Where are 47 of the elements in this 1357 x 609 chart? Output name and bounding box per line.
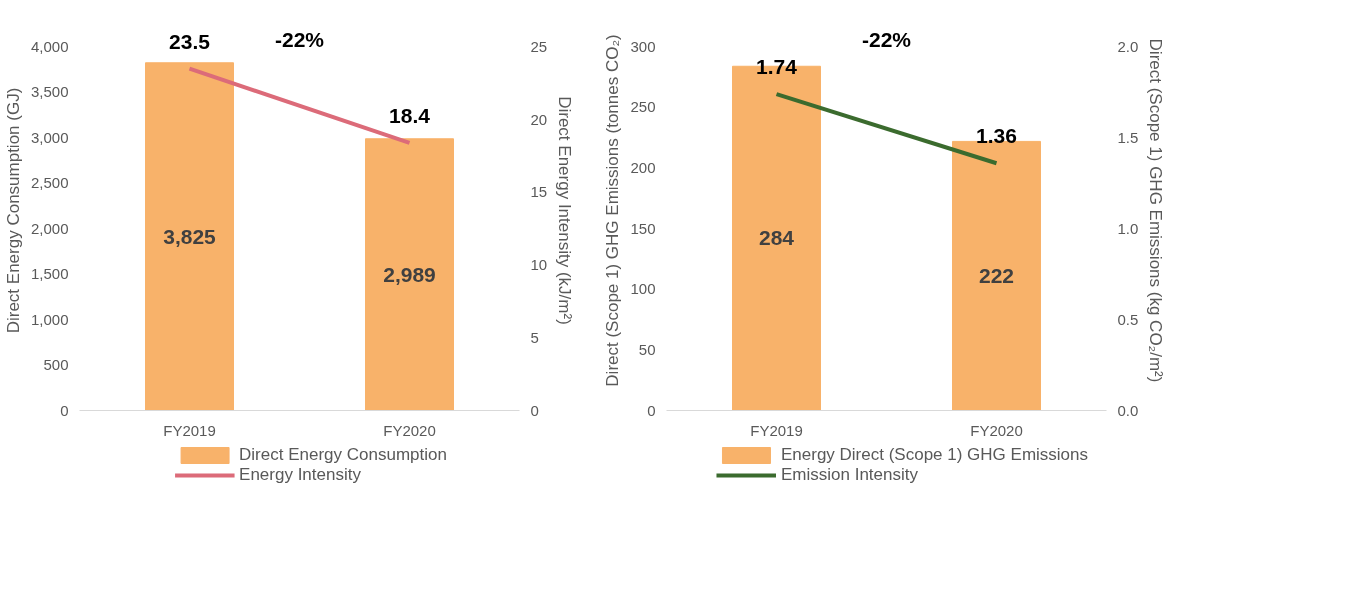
y2-tick-label: 2.0 — [1117, 37, 1139, 55]
y2-tick-label: 10 — [530, 256, 548, 274]
x-tick-label: FY2019 — [163, 421, 216, 439]
x-tick-label: FY2020 — [383, 421, 436, 439]
y2-axis-title: Direct Energy Intensity (kJ/m²) — [555, 96, 575, 325]
data-label: 3,825 — [163, 224, 217, 248]
y-tick-label: 2,500 — [30, 174, 69, 192]
y-tick-label: 3,500 — [30, 83, 69, 101]
y2-tick-label: 1.0 — [1117, 219, 1139, 237]
data-label: 222 — [978, 263, 1015, 287]
y-tick-label: 50 — [638, 340, 656, 358]
data-label: 23.5 — [169, 29, 211, 53]
y2-axis-title: Direct (Scope 1) GHG Emissions (kg CO₂/m²) — [1146, 38, 1166, 383]
data-label: 284 — [758, 226, 795, 250]
y2-tick-label: 0 — [530, 401, 539, 419]
x-tick-label: FY2020 — [970, 421, 1023, 439]
y-tick-label: 3,000 — [30, 128, 69, 146]
y2-tick-label: 5 — [530, 328, 539, 346]
y2-tick-label: 1.5 — [1117, 128, 1139, 146]
annotation: -22% — [274, 27, 325, 51]
y-tick-label: 0 — [647, 401, 656, 419]
y-tick-label: 250 — [630, 98, 656, 116]
y-tick-label: 1,000 — [30, 310, 69, 328]
y-tick-label: 500 — [43, 356, 69, 374]
y2-tick-label: 25 — [530, 37, 548, 55]
legend-label: Energy Direct (Scope 1) GHG Emissions — [780, 445, 1089, 465]
y2-tick-label: 0.0 — [1117, 401, 1139, 419]
y-tick-label: 4,000 — [30, 37, 69, 55]
y-tick-label: 1,500 — [30, 265, 69, 283]
y2-tick-label: 20 — [530, 110, 548, 128]
x-tick-label: FY2019 — [750, 421, 803, 439]
y-tick-label: 2,000 — [30, 219, 69, 237]
y2-tick-label: 15 — [530, 183, 548, 201]
y-axis-title: Direct Energy Consumption (GJ) — [3, 87, 23, 334]
legend-label: Direct Energy Consumption — [239, 445, 447, 465]
y-tick-label: 100 — [630, 280, 656, 298]
y-tick-label: 300 — [630, 37, 656, 55]
data-label: 18.4 — [389, 103, 431, 127]
data-label: 2,989 — [383, 262, 436, 286]
y-tick-label: 150 — [630, 219, 656, 237]
y-tick-label: 200 — [630, 159, 656, 177]
annotation: -22% — [861, 27, 912, 51]
legend-label: Energy Intensity — [239, 465, 361, 485]
y-axis-title: Direct (Scope 1) GHG Emissions (tonnes CO₂) — [603, 34, 623, 387]
y-tick-label: 0 — [60, 401, 69, 419]
legend-label: Emission Intensity — [780, 465, 918, 485]
y2-tick-label: 0.5 — [1117, 310, 1139, 328]
